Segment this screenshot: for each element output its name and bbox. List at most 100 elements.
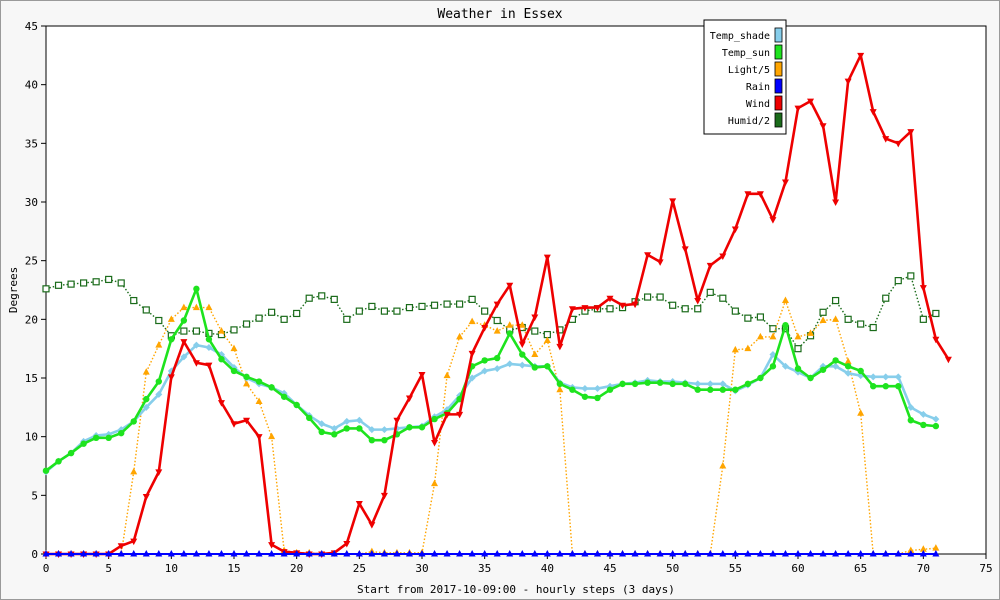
data-point — [593, 385, 601, 393]
data-point — [418, 371, 426, 379]
data-point — [518, 361, 526, 369]
data-point — [707, 386, 714, 393]
data-point — [293, 550, 301, 557]
data-point — [155, 390, 163, 398]
data-point — [130, 418, 137, 425]
data-point — [493, 316, 501, 325]
data-point — [919, 550, 927, 557]
data-point — [719, 386, 726, 393]
data-point — [907, 403, 915, 411]
data-point — [882, 550, 890, 557]
data-point — [431, 440, 439, 447]
data-point — [757, 374, 764, 382]
data-point — [531, 364, 538, 371]
data-point — [230, 550, 238, 557]
y-axis: 0 5 10 15 20 25 30 35 40 45 — [25, 20, 46, 561]
data-point — [631, 380, 639, 388]
data-point — [857, 409, 865, 416]
data-point — [531, 327, 539, 335]
data-point — [869, 323, 877, 332]
data-point — [669, 301, 677, 309]
data-point — [280, 550, 288, 557]
data-point — [443, 371, 451, 379]
data-point — [744, 314, 752, 322]
data-point — [794, 365, 802, 372]
data-point — [205, 303, 213, 311]
data-point — [192, 360, 200, 367]
data-point — [118, 429, 125, 437]
data-point — [331, 431, 338, 438]
data-point — [142, 494, 150, 501]
legend-swatch — [774, 44, 783, 60]
data-point — [268, 432, 276, 440]
data-point — [819, 366, 827, 373]
data-point — [744, 380, 752, 388]
y-tick-label: 20 — [25, 313, 38, 326]
data-point — [882, 373, 890, 381]
data-point — [606, 386, 614, 393]
data-point — [443, 550, 451, 557]
data-point — [644, 252, 652, 259]
data-point — [756, 332, 764, 340]
data-point — [468, 550, 476, 557]
data-point — [543, 336, 551, 343]
data-point — [242, 320, 251, 328]
legend-swatch — [774, 27, 783, 43]
data-point — [694, 550, 702, 557]
data-point — [706, 288, 714, 296]
data-point — [180, 303, 188, 311]
data-point — [794, 550, 802, 557]
data-point — [844, 315, 852, 323]
data-point — [318, 428, 325, 436]
data-point — [606, 305, 614, 313]
data-point — [907, 546, 915, 553]
data-point — [293, 309, 301, 318]
data-point — [819, 308, 827, 316]
data-point — [932, 422, 940, 430]
data-point — [556, 343, 564, 351]
data-point — [192, 341, 200, 349]
data-point — [543, 254, 551, 262]
data-point — [731, 226, 739, 233]
data-point — [330, 424, 338, 432]
data-point — [318, 550, 326, 557]
data-point — [719, 550, 727, 557]
data-point — [92, 550, 100, 557]
data-point — [255, 434, 263, 441]
data-point — [393, 417, 401, 425]
data-point — [719, 462, 727, 469]
data-point — [894, 277, 902, 285]
data-point — [255, 397, 263, 404]
series-layer — [42, 52, 952, 558]
data-point — [681, 246, 689, 253]
data-point — [205, 336, 213, 343]
data-point — [380, 550, 388, 557]
legend-label: Temp_shade — [710, 31, 770, 42]
data-point — [719, 294, 727, 302]
data-point — [142, 403, 150, 411]
data-point — [706, 262, 714, 270]
data-point — [42, 467, 50, 474]
data-point — [230, 421, 238, 428]
data-point — [192, 303, 200, 311]
data-point — [80, 550, 88, 557]
data-point — [731, 550, 739, 557]
data-point — [744, 344, 752, 352]
data-point — [644, 379, 651, 386]
data-point — [155, 316, 163, 325]
data-point — [217, 550, 225, 557]
data-point — [932, 309, 940, 318]
data-point — [731, 345, 739, 353]
y-tick-label: 45 — [25, 20, 38, 33]
data-point — [155, 378, 162, 385]
data-point — [142, 368, 150, 375]
data-point — [568, 550, 576, 557]
data-point — [280, 315, 288, 323]
data-point — [882, 294, 890, 302]
legend: Temp_shade Temp_sun Light/5 Rain Wind Humid/2 — [703, 19, 787, 135]
data-point — [167, 315, 175, 322]
x-tick-label: 45 — [603, 562, 616, 575]
data-point — [306, 414, 313, 422]
x-tick-label: 15 — [227, 562, 240, 575]
data-point — [857, 52, 865, 60]
